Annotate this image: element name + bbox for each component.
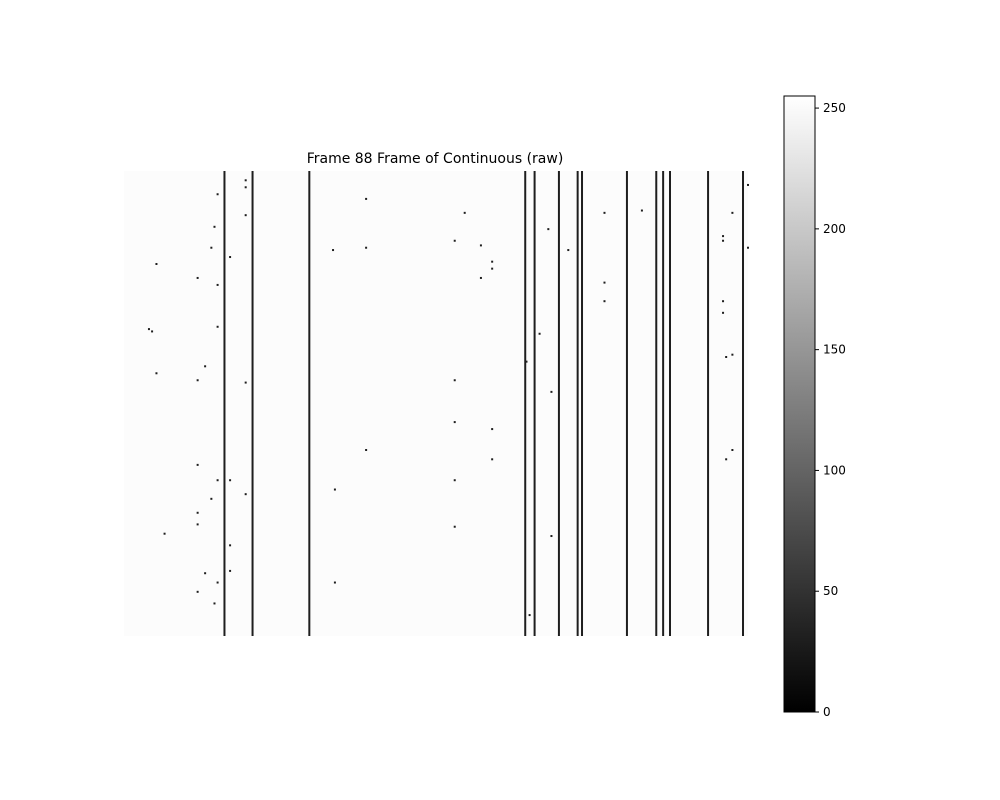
- dark-speck: [491, 458, 494, 461]
- dark-column: [533, 171, 536, 636]
- dark-speck: [463, 211, 466, 214]
- dark-column: [625, 171, 628, 636]
- dark-column: [742, 171, 745, 636]
- dark-speck: [163, 532, 166, 535]
- colorbar-gradient: [783, 95, 816, 713]
- heatmap-background: [124, 171, 748, 636]
- dark-speck: [722, 235, 725, 238]
- dark-speck: [491, 428, 494, 431]
- dark-speck: [567, 249, 570, 252]
- dark-speck: [229, 479, 232, 482]
- dark-speck: [365, 197, 368, 200]
- dark-speck: [747, 183, 749, 186]
- dark-speck: [722, 311, 725, 314]
- dark-column: [655, 171, 658, 636]
- colorbar: 0 50 100 150 200 250: [783, 95, 846, 719]
- dark-speck: [747, 246, 749, 249]
- dark-speck: [196, 463, 199, 466]
- dark-column: [707, 171, 710, 636]
- dark-speck: [491, 267, 494, 270]
- dark-speck: [196, 276, 199, 279]
- dark-speck: [216, 581, 219, 584]
- dark-speck: [210, 497, 213, 500]
- dark-speck: [731, 353, 734, 356]
- dark-speck: [229, 256, 232, 259]
- colorbar-tick-label: 0: [823, 705, 831, 719]
- dark-column: [662, 171, 665, 636]
- dark-column: [308, 171, 311, 636]
- dark-speck: [479, 276, 482, 279]
- colorbar-tick-label: 150: [823, 343, 846, 357]
- dark-speck: [216, 193, 219, 196]
- dark-speck: [244, 186, 247, 189]
- dark-speck: [244, 214, 247, 217]
- dark-speck: [365, 246, 368, 249]
- dark-column: [223, 171, 226, 636]
- colorbar-tick-label: 200: [823, 222, 846, 236]
- dark-speck: [525, 360, 528, 363]
- dark-speck: [640, 209, 643, 212]
- dark-column: [557, 171, 560, 636]
- dark-speck: [731, 449, 734, 451]
- dark-column: [581, 171, 584, 636]
- dark-speck: [216, 283, 219, 286]
- dark-speck: [603, 211, 606, 214]
- dark-speck: [204, 365, 207, 368]
- dark-speck: [453, 479, 456, 482]
- dark-speck: [453, 525, 456, 528]
- dark-column: [669, 171, 671, 636]
- dark-speck: [479, 244, 482, 247]
- dark-column: [524, 171, 527, 636]
- dark-speck: [204, 572, 207, 575]
- dark-speck: [196, 590, 199, 593]
- dark-speck: [722, 239, 725, 242]
- dark-speck: [603, 281, 606, 284]
- dark-speck: [196, 523, 199, 526]
- dark-speck: [210, 246, 213, 249]
- dark-speck: [453, 239, 456, 242]
- dark-speck: [453, 379, 456, 382]
- dark-speck: [229, 544, 232, 547]
- colorbar-ticks: 0 50 100 150 200 250: [815, 101, 846, 719]
- dark-speck: [725, 458, 728, 461]
- dark-speck: [147, 328, 150, 331]
- dark-speck: [213, 225, 216, 228]
- dark-speck: [722, 300, 725, 303]
- dark-column: [576, 171, 579, 636]
- dark-speck: [151, 330, 154, 333]
- dark-speck: [216, 325, 219, 328]
- dark-speck: [550, 390, 553, 393]
- dark-speck: [244, 493, 247, 496]
- colorbar-tick-label: 100: [823, 463, 846, 477]
- dark-speck: [155, 263, 158, 265]
- dark-speck: [229, 569, 232, 572]
- chart-title: Frame 88 Frame of Continuous (raw): [307, 151, 564, 167]
- colorbar-tick-label: 250: [823, 101, 846, 115]
- dark-speck: [547, 228, 550, 231]
- dark-speck: [333, 581, 336, 584]
- dark-column: [251, 171, 254, 636]
- dark-speck: [196, 511, 199, 514]
- dark-speck: [453, 421, 456, 424]
- colorbar-tick-label: 50: [823, 584, 838, 598]
- dark-speck: [603, 300, 606, 303]
- dark-speck: [244, 381, 247, 384]
- dark-speck: [528, 614, 531, 617]
- dark-speck: [550, 535, 553, 538]
- dark-speck: [213, 602, 216, 605]
- dark-speck: [731, 211, 734, 214]
- heatmap-image: [124, 171, 749, 636]
- dark-speck: [196, 379, 199, 382]
- dark-speck: [725, 356, 728, 358]
- dark-speck: [155, 372, 158, 375]
- dark-speck: [332, 249, 335, 252]
- dark-speck: [538, 332, 541, 335]
- dark-speck: [333, 488, 336, 491]
- dark-speck: [491, 260, 494, 263]
- dark-speck: [244, 179, 247, 182]
- dark-speck: [216, 479, 219, 482]
- dark-speck: [365, 449, 368, 451]
